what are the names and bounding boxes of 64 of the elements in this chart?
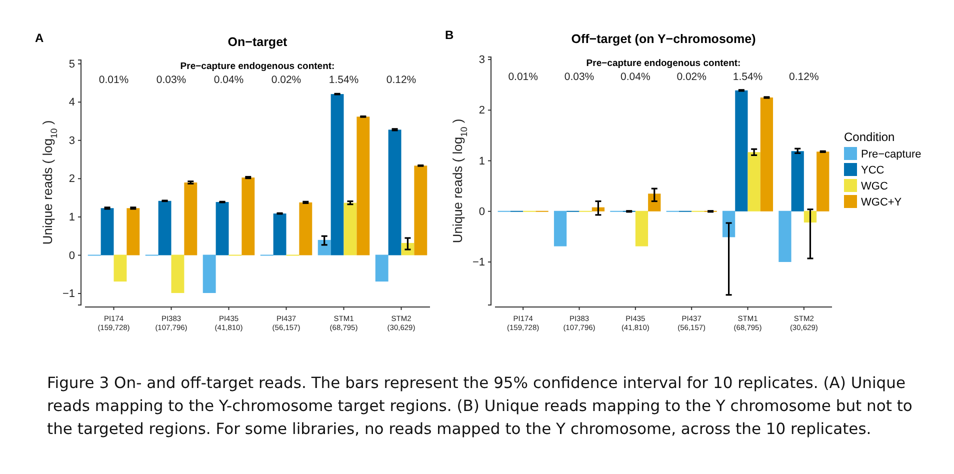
bar bbox=[388, 130, 402, 256]
bar bbox=[375, 254, 388, 282]
annotation: 0.01% bbox=[98, 74, 129, 86]
annotation: Pre−capture endogenous content: bbox=[180, 61, 335, 72]
bar bbox=[748, 152, 760, 212]
y-tick-label: 3 bbox=[478, 54, 485, 66]
annotation: 0.04% bbox=[214, 74, 244, 86]
caption: Figure 3 On- and off-target reads. The bars represent the 95% confidence interval for 10 replicates. (A) Unique reads mapping to the Y-chromosome target regions. (B) Unique reads mapping to the Y chromosome but not to the targeted regions. For some libraries, no reads mapped to the Y chromosome, across the 10 replicates. bbox=[47, 374, 912, 438]
legend-label: YCC bbox=[861, 164, 884, 176]
bar bbox=[100, 208, 114, 256]
bar bbox=[778, 210, 792, 262]
bar bbox=[414, 166, 428, 256]
legend-title: Condition bbox=[844, 130, 895, 144]
annotation: 0.01% bbox=[508, 71, 538, 83]
y-tick-label: 4 bbox=[68, 96, 75, 109]
y-tick-label: 3 bbox=[68, 134, 75, 147]
bar bbox=[344, 202, 357, 256]
annotation: 0.04% bbox=[620, 71, 650, 83]
y-tick-label: −1 bbox=[62, 288, 75, 300]
annotation: 0.02% bbox=[676, 71, 706, 83]
text: A bbox=[35, 31, 44, 45]
annotation: 0.12% bbox=[386, 74, 416, 86]
annotation: 1.54% bbox=[732, 71, 763, 83]
bar bbox=[114, 254, 127, 282]
bar bbox=[330, 94, 344, 256]
bar bbox=[126, 208, 140, 256]
annotation: Pre−capture endogenous content: bbox=[586, 58, 741, 69]
bar bbox=[356, 116, 370, 256]
y-tick-label: 5 bbox=[68, 58, 75, 70]
bar bbox=[202, 254, 216, 294]
y-tick-label: 2 bbox=[68, 173, 75, 186]
annotation: 1.54% bbox=[328, 74, 359, 86]
legend-label: Pre−capture bbox=[861, 148, 922, 160]
chart-title: On−target bbox=[228, 35, 288, 49]
annotation: 0.12% bbox=[789, 71, 819, 83]
bar bbox=[635, 210, 648, 246]
y-tick-label: 2 bbox=[478, 104, 485, 117]
legend-label: WGC+Y bbox=[861, 196, 902, 208]
y-tick-label: −1 bbox=[472, 256, 485, 268]
bar bbox=[735, 90, 748, 212]
annotation: 0.03% bbox=[564, 71, 594, 83]
annotation: 0.03% bbox=[156, 74, 186, 86]
bar bbox=[791, 151, 804, 212]
bar bbox=[648, 194, 661, 212]
bar bbox=[216, 202, 229, 256]
bar bbox=[158, 200, 172, 256]
bar bbox=[318, 240, 331, 256]
y-tick-label: 0 bbox=[68, 250, 75, 262]
bar bbox=[184, 182, 198, 256]
legend-label: WGC bbox=[861, 180, 888, 192]
chart-title: Off−target (on Y−chromosome) bbox=[571, 32, 756, 46]
bar bbox=[242, 178, 255, 256]
y-tick-label: 1 bbox=[478, 155, 485, 168]
bar bbox=[816, 152, 830, 212]
bar bbox=[722, 210, 736, 238]
bar bbox=[299, 202, 312, 256]
y-tick-label: 0 bbox=[478, 206, 485, 218]
text: B bbox=[445, 28, 454, 42]
annotation: 0.02% bbox=[271, 74, 302, 86]
bar bbox=[171, 254, 184, 294]
bar bbox=[273, 214, 286, 256]
bar bbox=[554, 210, 567, 246]
y-tick-label: 1 bbox=[68, 211, 75, 224]
bar bbox=[760, 97, 774, 212]
